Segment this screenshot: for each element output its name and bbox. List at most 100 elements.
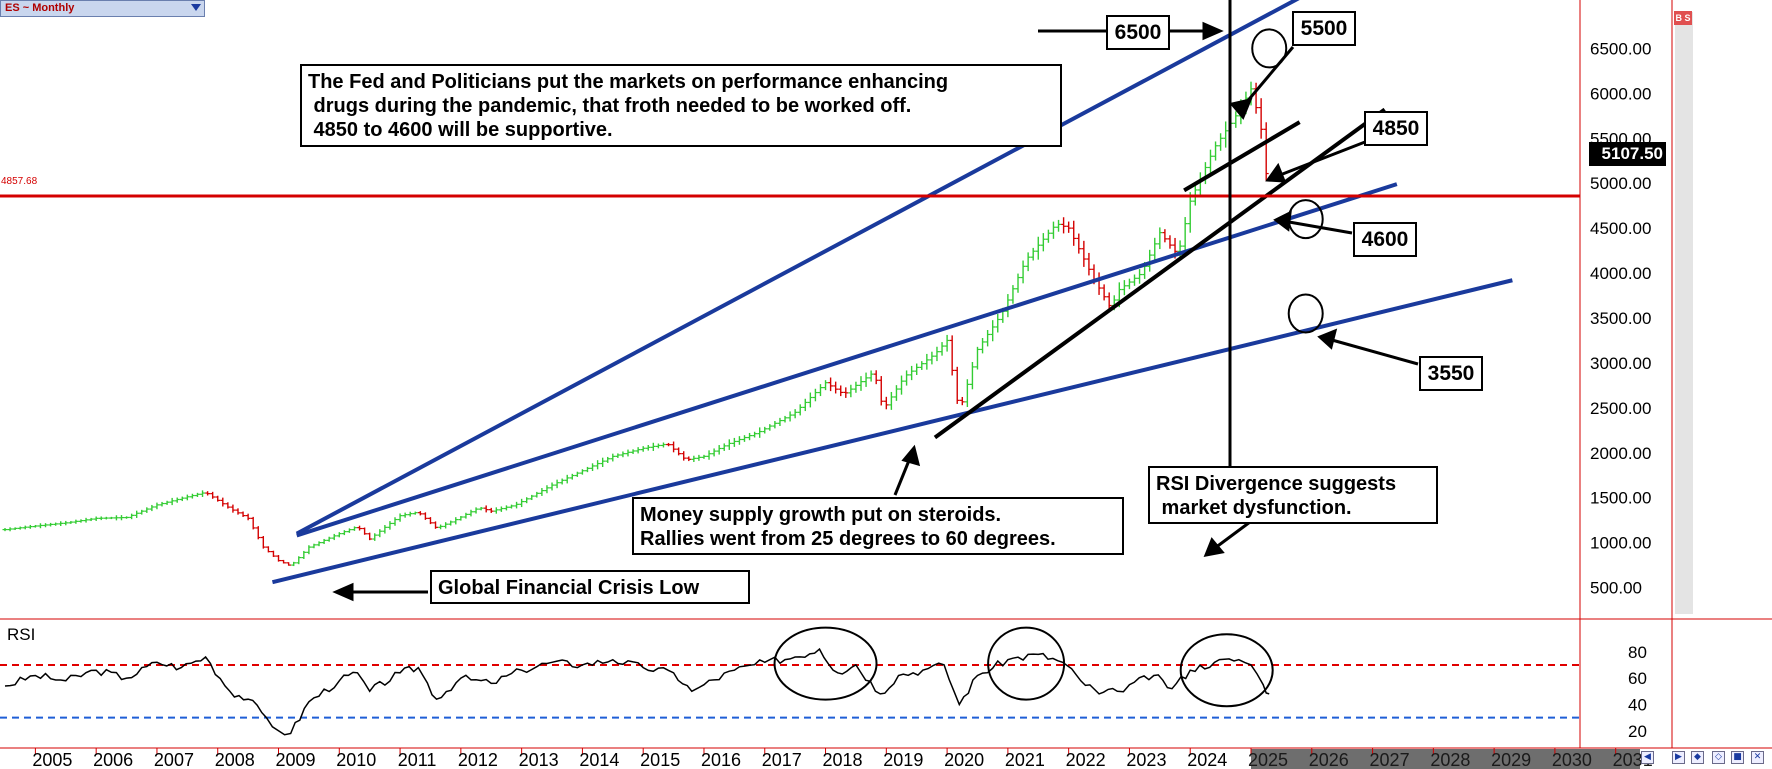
price-bar	[245, 513, 251, 521]
price-bar	[554, 479, 560, 489]
price-bar	[210, 491, 216, 499]
time-tick-label: 2026	[1309, 750, 1349, 769]
time-tick-label: 2028	[1430, 750, 1470, 769]
price-bar	[296, 556, 302, 565]
zoom-out-icon[interactable]: ◇	[1712, 751, 1725, 764]
price-bar	[990, 320, 996, 342]
price-bar	[853, 381, 859, 393]
price-bar	[777, 417, 783, 426]
price-bar	[767, 424, 773, 431]
price-bar	[433, 521, 439, 529]
price-bar	[655, 443, 661, 449]
annotation-money-supply: Money supply growth put on steroids. Ral…	[632, 497, 1124, 555]
price-bar	[250, 516, 256, 530]
time-tick-label: 2025	[1248, 750, 1288, 769]
price-bar	[539, 488, 545, 496]
price-bar	[362, 527, 368, 535]
level-label-5500: 5500	[1292, 11, 1356, 46]
chevron-down-icon[interactable]	[191, 4, 201, 11]
price-bar	[1137, 269, 1143, 284]
time-tick-label: 2022	[1066, 750, 1106, 769]
price-bar	[1030, 247, 1036, 261]
price-bar	[1182, 217, 1188, 253]
price-bar	[270, 550, 276, 557]
price-bar	[1162, 229, 1168, 243]
price-bar	[959, 396, 965, 406]
price-bar	[17, 526, 23, 530]
price-bar	[726, 439, 732, 450]
level-circle	[1287, 293, 1324, 334]
time-tick-label: 2027	[1370, 750, 1410, 769]
price-bar	[1010, 285, 1016, 304]
price-bar	[549, 482, 555, 491]
price-bar	[341, 530, 347, 536]
price-tick-label: 5000.00	[1590, 174, 1651, 193]
price-bar	[985, 330, 991, 347]
price-bar	[1223, 121, 1229, 148]
price-bar	[37, 523, 43, 529]
scroll-right-icon[interactable]: ▶	[1672, 751, 1685, 764]
close-icon[interactable]: ✕	[1751, 751, 1764, 764]
price-bar	[291, 561, 297, 567]
scroll-left-icon[interactable]: ◀	[1641, 751, 1654, 764]
price-bar	[534, 491, 540, 498]
price-bar	[1218, 133, 1224, 151]
price-bar	[848, 384, 854, 398]
price-tick-label: 4500.00	[1590, 219, 1651, 238]
price-bar	[488, 507, 494, 513]
rsi-circle	[1179, 633, 1274, 708]
price-bar	[964, 379, 970, 407]
price-bar	[346, 528, 352, 533]
price-bar	[980, 338, 986, 354]
level-circle	[1251, 28, 1288, 69]
price-bar	[12, 527, 18, 531]
price-bar	[787, 411, 793, 422]
price-bar	[909, 365, 915, 381]
price-bar	[823, 380, 829, 391]
price-bar	[1005, 294, 1011, 318]
price-bar	[969, 361, 975, 390]
rsi-tick-label: 60	[1628, 669, 1647, 688]
price-bar	[1101, 284, 1107, 301]
time-tick-label: 2011	[398, 750, 437, 769]
time-tick-label: 2006	[93, 750, 133, 769]
price-bar	[124, 516, 130, 519]
buy-sell-badge[interactable]: B S	[1674, 11, 1692, 25]
price-bar	[311, 543, 317, 549]
price-bar	[529, 494, 535, 501]
rsi-tick-label: 20	[1628, 722, 1647, 741]
price-bar	[625, 449, 631, 457]
price-bar	[392, 517, 398, 526]
price-bar	[240, 511, 246, 517]
price-bar	[27, 524, 33, 529]
price-bar	[1233, 111, 1239, 128]
symbol-label: ES ~ Monthly	[5, 2, 75, 14]
price-bar	[113, 515, 119, 521]
zoom-in-icon[interactable]: ◆	[1691, 751, 1704, 764]
price-tick-label: 2500.00	[1590, 399, 1651, 418]
price-bar	[899, 375, 905, 395]
price-bar	[1056, 219, 1062, 232]
price-bar	[225, 502, 231, 509]
price-bar	[595, 460, 601, 470]
price-bar	[893, 385, 899, 401]
rsi-line	[4, 647, 1270, 736]
price-bar	[478, 506, 484, 511]
price-bar	[681, 451, 687, 461]
price-bar	[382, 525, 388, 534]
symbol-selector[interactable]: ES ~ Monthly	[0, 0, 205, 17]
price-bar	[1025, 252, 1031, 272]
price-bar	[387, 521, 393, 530]
price-bar	[189, 493, 195, 499]
price-bar	[286, 562, 292, 566]
price-bar	[696, 454, 702, 461]
reset-view-icon[interactable]: ■	[1731, 751, 1744, 764]
price-bar	[468, 509, 474, 517]
price-bar	[1187, 192, 1193, 233]
price-bar	[574, 471, 580, 477]
price-bar	[174, 497, 180, 503]
price-bar	[108, 516, 114, 520]
price-bar	[53, 522, 59, 526]
